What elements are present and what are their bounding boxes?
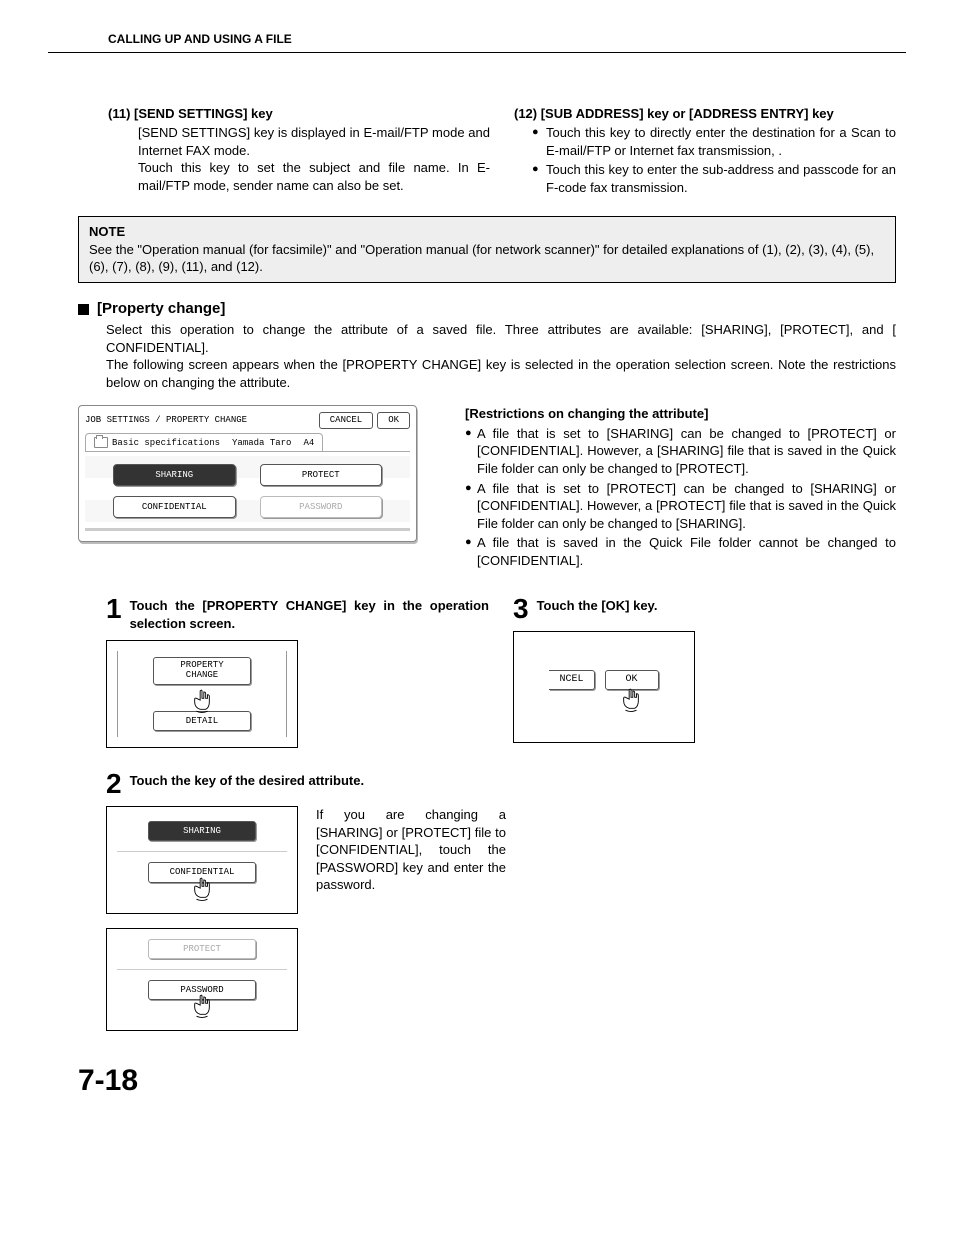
- step-2-body: If you are changing a [SHARING] or [PROT…: [316, 806, 506, 894]
- note-text: See the "Operation manual (for facsimile…: [89, 241, 885, 276]
- steps-row-1: 1 Touch the [PROPERTY CHANGE] key in the…: [78, 595, 896, 748]
- note-box: NOTE See the "Operation manual (for facs…: [78, 216, 896, 283]
- cancel-key-partial[interactable]: NCEL: [549, 670, 594, 690]
- password-key[interactable]: PASSWORD: [260, 496, 383, 518]
- bullet-icon: ●: [465, 480, 477, 533]
- ok-key[interactable]: OK: [605, 670, 659, 690]
- item-12-head: (12) [SUB ADDRESS] key or [ADDRESS ENTRY…: [514, 105, 896, 123]
- header-title: CALLING UP AND USING A FILE: [48, 32, 292, 46]
- item-12: (12) [SUB ADDRESS] key or [ADDRESS ENTRY…: [514, 105, 896, 199]
- step-1-txt: Touch the [PROPERTY CHANGE] key in the o…: [130, 595, 489, 632]
- pc-tab: Basic specifications Yamada Taro A4: [85, 433, 323, 452]
- step-2-figure-b: PROTECT PASSWORD: [106, 928, 298, 1031]
- hand-icon: [620, 688, 642, 714]
- item-11-head: (11) [SEND SETTINGS] key: [108, 105, 490, 123]
- note-label: NOTE: [89, 223, 885, 241]
- restrictions: [Restrictions on changing the attribute]…: [457, 405, 896, 571]
- page-header: CALLING UP AND USING A FILE: [48, 30, 906, 53]
- step-1-num: 1: [106, 595, 122, 623]
- restrict-2: A file that is set to [PROTECT] can be c…: [477, 480, 896, 533]
- item-11: (11) [SEND SETTINGS] key [SEND SETTINGS]…: [108, 105, 490, 199]
- pc-keys: SHARING PROTECT CONFIDENTIAL PASSWORD: [85, 452, 410, 522]
- protect-key[interactable]: PROTECT: [148, 939, 256, 959]
- bullet-icon: ●: [465, 425, 477, 478]
- step-1: 1 Touch the [PROPERTY CHANGE] key in the…: [106, 595, 489, 748]
- step-3-figure: NCEL OK: [513, 631, 695, 743]
- item-11-body: [SEND SETTINGS] key is displayed in E-ma…: [108, 124, 490, 194]
- confidential-key[interactable]: CONFIDENTIAL: [113, 496, 236, 518]
- item-12-b1: Touch this key to directly enter the des…: [546, 124, 896, 159]
- pc-tab-size: A4: [303, 437, 314, 449]
- page-number: 7-18: [48, 1061, 906, 1102]
- section-body-2: The following screen appears when the [P…: [106, 357, 896, 390]
- items-row: (11) [SEND SETTINGS] key [SEND SETTINGS]…: [48, 105, 906, 199]
- step-2-figure-a: SHARING CONFIDENTIAL: [106, 806, 298, 913]
- step-3-txt: Touch the [OK] key.: [537, 595, 896, 615]
- step-1-figure: PROPERTY CHANGE DETAIL: [106, 640, 298, 748]
- restrict-1: A file that is set to [SHARING] can be c…: [477, 425, 896, 478]
- folder-icon: [94, 437, 108, 448]
- screen-restrict-row: JOB SETTINGS / PROPERTY CHANGE CANCEL OK…: [78, 405, 896, 571]
- property-change-screen: JOB SETTINGS / PROPERTY CHANGE CANCEL OK…: [78, 405, 417, 542]
- section-title: [Property change]: [97, 299, 225, 319]
- detail-key[interactable]: DETAIL: [153, 711, 251, 731]
- step-3: 3 Touch the [OK] key. NCEL OK: [513, 595, 896, 748]
- step-2-num: 2: [106, 770, 122, 798]
- bullet-icon: ●: [532, 124, 546, 159]
- step-2-txt: Touch the key of the desired attribute.: [130, 770, 506, 790]
- step-3-num: 3: [513, 595, 529, 623]
- protect-key[interactable]: PROTECT: [260, 464, 383, 486]
- step-2: 2 Touch the key of the desired attribute…: [78, 770, 506, 1031]
- square-icon: [78, 304, 89, 315]
- ok-button[interactable]: OK: [377, 412, 410, 428]
- sharing-key[interactable]: SHARING: [148, 821, 256, 841]
- section-body-1: Select this operation to change the attr…: [106, 322, 896, 355]
- sharing-key[interactable]: SHARING: [113, 464, 236, 486]
- section-body: Select this operation to change the attr…: [78, 321, 896, 391]
- hand-icon: [191, 994, 213, 1020]
- restrict-head: [Restrictions on changing the attribute]: [465, 405, 896, 423]
- pc-path: JOB SETTINGS / PROPERTY CHANGE: [85, 414, 247, 426]
- property-change-key[interactable]: PROPERTY CHANGE: [153, 657, 251, 685]
- item-12-b2: Touch this key to enter the sub-address …: [546, 161, 896, 196]
- pc-tab-user: Yamada Taro: [232, 437, 291, 449]
- section-head: [Property change]: [78, 299, 896, 319]
- hand-icon: [191, 877, 213, 903]
- restrict-3: A file that is saved in the Quick File f…: [477, 534, 896, 569]
- pc-tab-file: Basic specifications: [112, 438, 220, 448]
- cancel-button[interactable]: CANCEL: [319, 412, 373, 428]
- bullet-icon: ●: [465, 534, 477, 569]
- item-12-bullets: ● Touch this key to directly enter the d…: [514, 124, 896, 196]
- pc-screen-wrap: JOB SETTINGS / PROPERTY CHANGE CANCEL OK…: [78, 405, 417, 571]
- bullet-icon: ●: [532, 161, 546, 196]
